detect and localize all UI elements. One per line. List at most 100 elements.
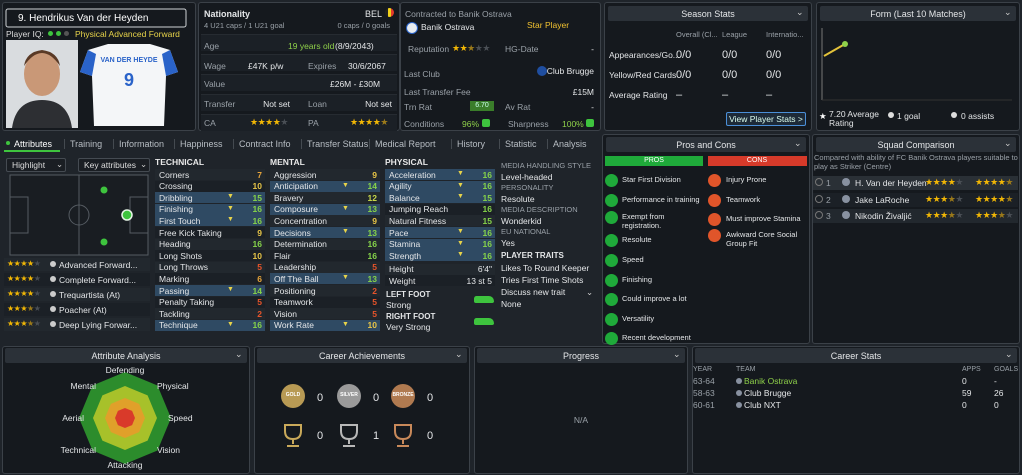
tab[interactable]: Transfer Status (307, 139, 369, 149)
star: ★ (982, 193, 991, 204)
contract-panel (400, 2, 601, 131)
discuss-trait[interactable]: Discuss new trait (501, 287, 566, 297)
attribute-name: First Touch (159, 215, 201, 226)
attribute-value: 16 (482, 204, 492, 215)
club-badge (736, 390, 742, 396)
attribute-row (270, 261, 380, 273)
medal (281, 384, 305, 408)
radar-band (115, 408, 135, 428)
collapse-button[interactable]: ⌄ (673, 349, 681, 359)
attribute-value: 16 (482, 250, 492, 261)
star: ★ (33, 304, 41, 313)
attribute-value: 5 (372, 297, 377, 308)
role-name: Advanced Forward... (59, 260, 138, 270)
pro-icon (605, 254, 618, 267)
star-rating: ★★★★★ (925, 211, 963, 220)
tab[interactable]: Medical Report (375, 139, 436, 149)
attribute-name: Passing (159, 285, 190, 296)
traits-label: PLAYER TRAITS (501, 251, 564, 260)
attribute-row (155, 296, 265, 308)
tab[interactable]: Attributes (14, 139, 53, 149)
collapse-button[interactable]: ⌄ (235, 349, 243, 359)
trend-arrow: ▼ (457, 239, 464, 247)
attribute-name: Anticipation (274, 181, 318, 192)
attribute-name: Positioning (274, 285, 316, 296)
tab[interactable]: Training (70, 139, 103, 149)
career-cell: 0 (994, 400, 999, 410)
star: ★ (33, 289, 41, 298)
pitch-box (9, 196, 29, 234)
star: ★ (982, 177, 991, 187)
tab[interactable]: Contract Info (239, 139, 291, 149)
attribute-value: 10 (252, 181, 262, 192)
attribute-row (155, 285, 265, 296)
panel-title: Squad Comparison (877, 140, 955, 150)
star: ★ (947, 193, 956, 204)
dropdown[interactable] (78, 158, 150, 172)
attribute-name: Long Throws (159, 262, 208, 273)
collapse-button[interactable]: ⌄ (796, 7, 804, 17)
trophy (394, 424, 412, 447)
label: Not set (365, 99, 392, 109)
title-bar (820, 6, 1016, 21)
star: ★ (982, 210, 991, 220)
pro-icon (605, 293, 618, 306)
collapse-button[interactable]: ⌄ (455, 349, 463, 359)
star: ★ (7, 319, 14, 328)
career-cell: 58-63 (693, 388, 715, 398)
tab[interactable]: Information (119, 139, 165, 149)
collapse-button[interactable]: ⌄ (1004, 7, 1012, 17)
tab[interactable]: History (457, 139, 486, 149)
tab[interactable]: Happiness (180, 139, 223, 149)
pro-icon (605, 332, 618, 345)
collapse-button[interactable]: ⌄ (794, 138, 802, 148)
star: ★ (27, 289, 34, 298)
star: ★ (13, 304, 21, 313)
pro-item: Recent development (622, 333, 691, 342)
attribute-row (385, 250, 495, 262)
radar-axis-label: Vision (157, 445, 180, 455)
star: ★ (33, 319, 41, 328)
star-rating: ★★★★★ (975, 193, 1013, 204)
tab[interactable]: Statistic (505, 139, 537, 149)
role-row (4, 288, 150, 301)
pro-item: Could improve a lot (622, 294, 687, 303)
star: ★ (1005, 210, 1013, 220)
pros-label: PROS (644, 157, 664, 164)
star: ★ (27, 304, 34, 313)
trend-arrow: ▼ (457, 251, 464, 259)
star: ★ (27, 259, 34, 268)
label: Nationality (204, 9, 251, 19)
attribute-value: 12 (367, 192, 377, 203)
panel-title: Progress (562, 351, 600, 361)
star-rating: ★★★★★ (452, 44, 490, 53)
label: 0 caps / 0 goals (337, 21, 390, 30)
collapse-button[interactable]: ⌄ (1004, 138, 1012, 148)
label: Star Player (527, 20, 570, 30)
stat-value: – (722, 89, 729, 101)
tab[interactable]: Analysis (553, 139, 587, 149)
star: ★ (955, 177, 963, 187)
star: ★ (940, 177, 948, 187)
squad-row (813, 176, 1018, 190)
radar-axis-label: Technical (60, 445, 96, 455)
attribute-row (270, 203, 380, 215)
achievements-panel (254, 346, 470, 474)
role-name: Deep Lying Forwar... (59, 320, 138, 330)
star: ★ (250, 117, 258, 127)
star: ★ (975, 193, 983, 204)
title-bar (695, 348, 1017, 363)
attribute-value: 16 (482, 181, 492, 192)
attribute-name: Work Rate (274, 320, 314, 331)
dropdown[interactable] (6, 158, 66, 172)
club-badge (406, 22, 418, 34)
face (24, 52, 60, 96)
nation: BEL (364, 9, 382, 19)
attribute-row (155, 203, 265, 215)
column-header: Overall (Cl... (676, 30, 718, 39)
collapse-button[interactable]: ⌄ (1005, 349, 1013, 359)
star: ★ (990, 177, 998, 187)
view-stats-button[interactable] (726, 112, 806, 126)
attribute-row (270, 319, 380, 331)
foot-value: Very Strong (386, 322, 431, 332)
